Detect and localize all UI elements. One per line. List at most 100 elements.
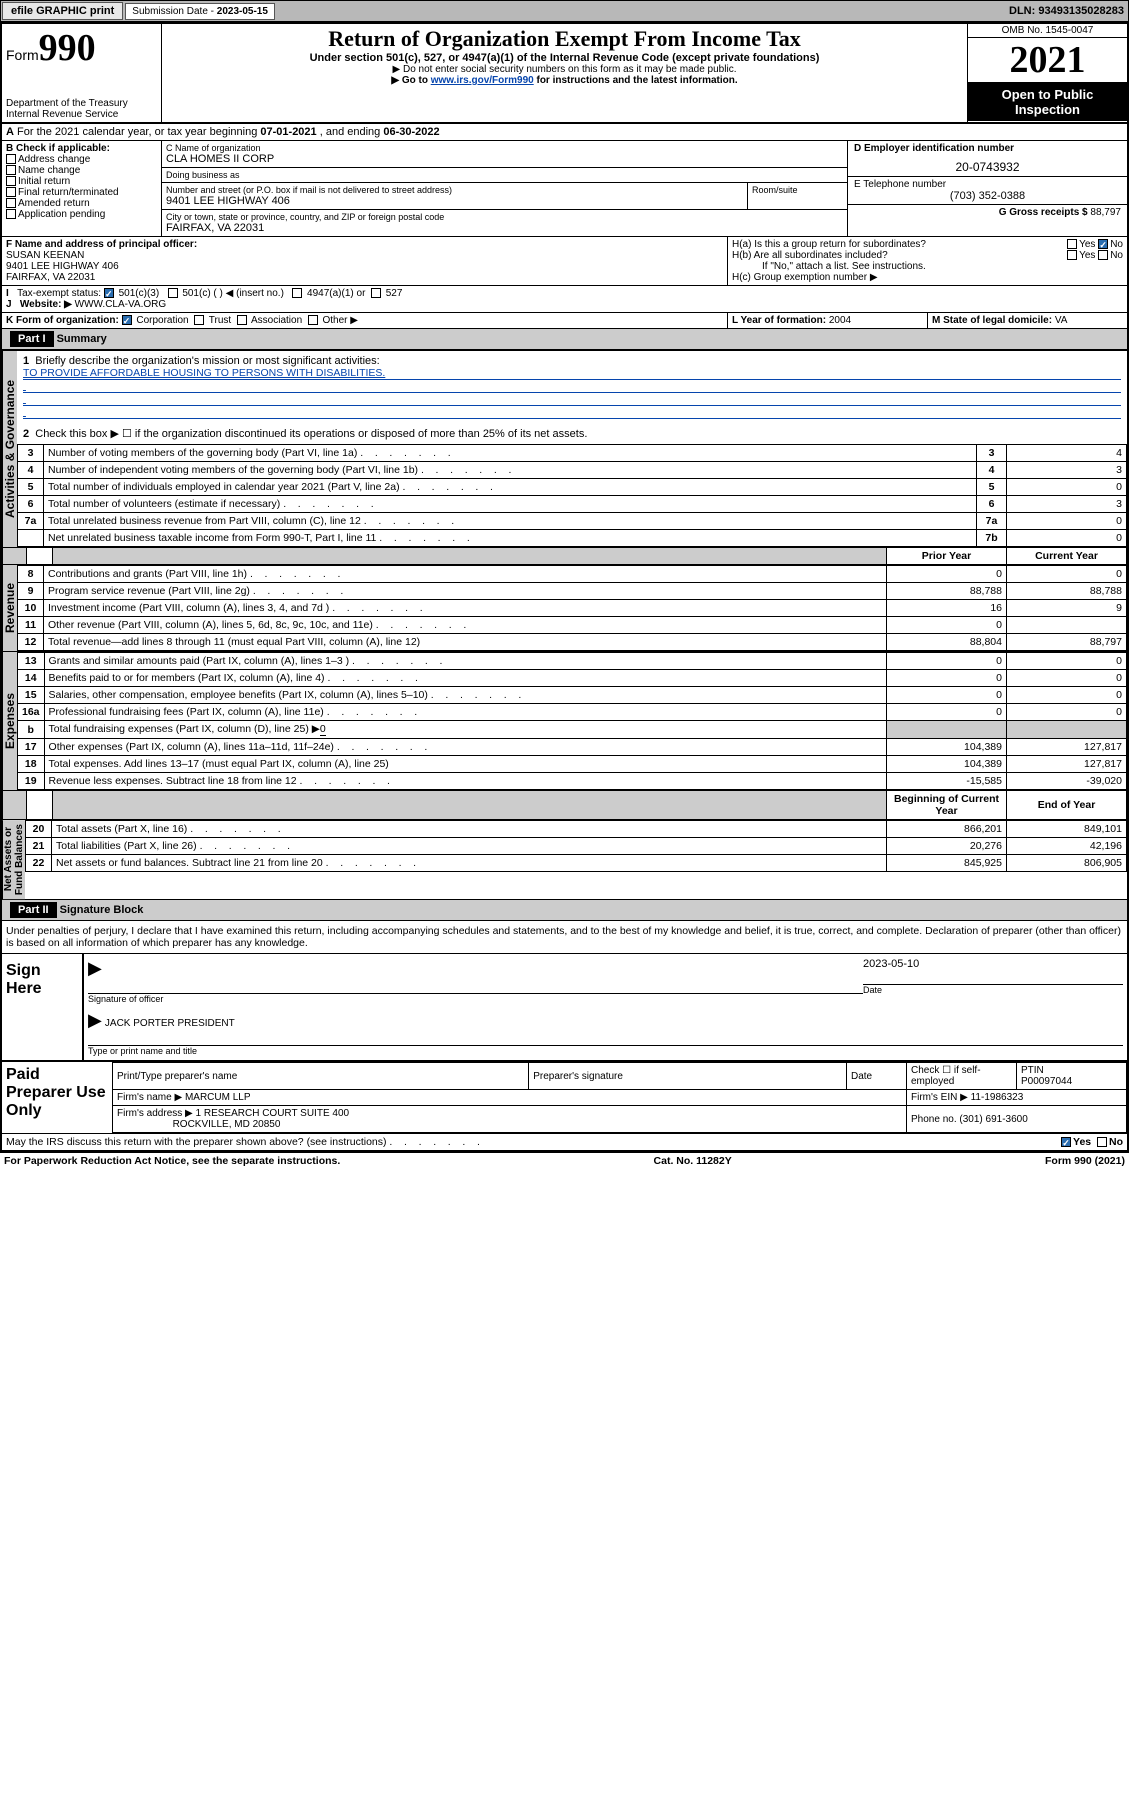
may-no-box[interactable]: [1097, 1137, 1107, 1147]
irs-link[interactable]: www.irs.gov/Form990: [431, 75, 534, 86]
section-bcd: B Check if applicable: Address change Na…: [2, 141, 1127, 236]
b-2: Initial return: [18, 176, 70, 187]
h-box: H(a) Is this a group return for subordin…: [727, 237, 1127, 285]
part2-title: Signature Block: [60, 904, 144, 916]
hb-no-box[interactable]: [1098, 250, 1108, 260]
i-527-box[interactable]: [371, 288, 381, 298]
e-box: E Telephone number (703) 352-0388: [848, 177, 1127, 205]
f-box: F Name and address of principal officer:…: [2, 237, 727, 285]
e17d: Other expenses (Part IX, column (A), lin…: [44, 739, 886, 756]
i-501c3-box[interactable]: ✓: [104, 288, 114, 298]
ein-cell: Firm's EIN ▶ 11-1986323: [907, 1090, 1127, 1106]
col-b: B Check if applicable: Address change Na…: [2, 141, 162, 236]
open-inspection: Open to Public Inspection: [968, 83, 1127, 121]
prep-table: Print/Type preparer's name Preparer's si…: [112, 1062, 1127, 1133]
r8p: 0: [887, 566, 1007, 583]
i-501c-box[interactable]: [168, 288, 178, 298]
r9p: 88,788: [887, 583, 1007, 600]
e15d: Salaries, other compensation, employee b…: [44, 687, 886, 704]
e18p: 104,389: [887, 756, 1007, 773]
k-assoc-box[interactable]: [237, 315, 247, 325]
phone: (703) 352-0388: [854, 190, 1121, 202]
g6n: 6: [977, 496, 1007, 513]
sign-here-label: Sign Here: [2, 954, 82, 1060]
ha-no-box[interactable]: ✓: [1098, 239, 1108, 249]
mission-blank3: [23, 406, 1121, 419]
n20p: 866,201: [887, 821, 1007, 838]
penalty-text: Under penalties of perjury, I declare th…: [2, 921, 1127, 953]
chk-initial[interactable]: [6, 176, 16, 186]
efile-button[interactable]: efile GRAPHIC print: [2, 2, 123, 20]
e16bc: [1007, 721, 1127, 739]
form-container: Form990 Department of the Treasury Inter…: [0, 22, 1129, 1152]
r8d: Contributions and grants (Part VIII, lin…: [44, 566, 887, 583]
i-o4: 527: [386, 288, 403, 299]
sig-date-label: Date: [863, 984, 1123, 995]
ptin-cell: PTINP00097044: [1017, 1063, 1127, 1090]
line-a: A For the 2021 calendar year, or tax yea…: [2, 124, 1127, 141]
submission-date-box: Submission Date - 2023-05-15: [125, 3, 275, 20]
g3v: 4: [1007, 445, 1127, 462]
form-label: Form: [6, 47, 39, 63]
e16ad: Professional fundraising fees (Part IX, …: [44, 704, 886, 721]
may-q: May the IRS discuss this return with the…: [6, 1136, 480, 1148]
ha-yes-box[interactable]: [1067, 239, 1077, 249]
g7ad: Total unrelated business revenue from Pa…: [44, 513, 977, 530]
header-mid: Return of Organization Exempt From Incom…: [162, 24, 967, 122]
g6v: 3: [1007, 496, 1127, 513]
officer-addr1: 9401 LEE HIGHWAY 406: [6, 261, 119, 272]
k-corp-box[interactable]: ✓: [122, 315, 132, 325]
phone-label: Phone no.: [911, 1114, 957, 1125]
e16bp: [887, 721, 1007, 739]
firm-ein: 11-1986323: [971, 1092, 1024, 1103]
c-street-label: Number and street (or P.O. box if mail i…: [166, 185, 743, 195]
may-yes-box[interactable]: ✓: [1061, 1137, 1071, 1147]
may-yes: Yes: [1073, 1136, 1091, 1148]
hb-yes-box[interactable]: [1067, 250, 1077, 260]
e16ac: 0: [1007, 704, 1127, 721]
c-dba-label: Doing business as: [166, 170, 843, 180]
ha-label: H(a) Is this a group return for subordin…: [732, 239, 926, 250]
r12p: 88,804: [887, 634, 1007, 651]
header-left: Form990 Department of the Treasury Inter…: [2, 24, 162, 122]
vlabel-exp: Expenses: [2, 652, 17, 790]
i-box: I Tax-exempt status: ✓ 501(c)(3) 501(c) …: [2, 286, 727, 312]
header-right: OMB No. 1545-0047 2021 Open to Public In…: [967, 24, 1127, 122]
a-mid: , and ending: [317, 126, 384, 138]
g7bd: Net unrelated business taxable income fr…: [44, 530, 977, 547]
l-box: L Year of formation: 2004: [727, 313, 927, 328]
g4n: 4: [977, 462, 1007, 479]
rev-table: 8Contributions and grants (Part VIII, li…: [17, 565, 1127, 651]
i-4947-box[interactable]: [292, 288, 302, 298]
k-other-box[interactable]: [308, 315, 318, 325]
part1-hdr: Part I: [10, 331, 54, 347]
vlabel-net: Net Assets or Fund Balances: [2, 820, 25, 899]
officer-name: SUSAN KEENAN: [6, 250, 84, 261]
hb-note: If "No," attach a list. See instructions…: [732, 261, 1123, 272]
chk-pending[interactable]: [6, 209, 16, 219]
k-trust-box[interactable]: [194, 315, 204, 325]
k-o2: Trust: [209, 315, 231, 326]
hdr-end: End of Year: [1007, 791, 1127, 820]
col-deg: D Employer identification number 20-0743…: [847, 141, 1127, 236]
footer-left: For Paperwork Reduction Act Notice, see …: [4, 1155, 340, 1167]
r12c: 88,797: [1007, 634, 1127, 651]
firm-phone: (301) 691-3600: [959, 1114, 1027, 1125]
n22c: 806,905: [1007, 855, 1127, 872]
chk-final[interactable]: [6, 187, 16, 197]
chk-name[interactable]: [6, 165, 16, 175]
may-discuss-row: May the IRS discuss this return with the…: [2, 1133, 1127, 1150]
chk-amended[interactable]: [6, 198, 16, 208]
j-label: Website: ▶: [20, 299, 72, 310]
footer-mid: Cat. No. 11282Y: [654, 1155, 732, 1167]
part2-hdr: Part II: [10, 902, 57, 918]
chk-address[interactable]: [6, 154, 16, 164]
hdr-begin: Beginning of Current Year: [887, 791, 1007, 820]
e14p: 0: [887, 670, 1007, 687]
d-label: D Employer identification number: [854, 143, 1014, 154]
revenue-section: Revenue 8Contributions and grants (Part …: [2, 565, 1127, 651]
col-c: C Name of organization CLA HOMES II CORP…: [162, 141, 847, 236]
ein: 20-0743932: [854, 160, 1121, 174]
hdr-curr: Current Year: [1007, 548, 1127, 565]
n22d: Net assets or fund balances. Subtract li…: [52, 855, 887, 872]
